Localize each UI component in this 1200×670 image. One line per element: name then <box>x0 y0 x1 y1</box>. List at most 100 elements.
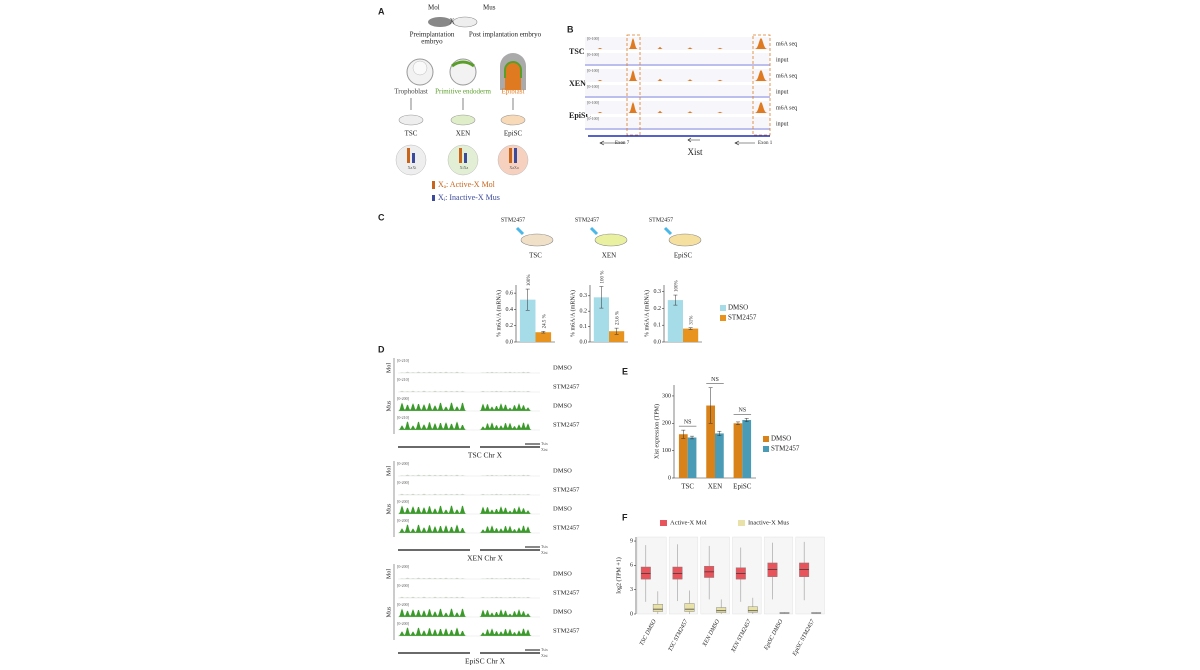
group-label: Mus <box>386 606 392 617</box>
bar <box>733 423 743 478</box>
y-tick-label: 0 <box>630 611 633 617</box>
track-label: input <box>776 57 789 63</box>
treatment-label: STM2457 <box>501 217 525 223</box>
bar-annotation: 31% <box>690 316 695 325</box>
gene-label: Tsix <box>541 544 548 549</box>
highlight <box>752 34 771 136</box>
legend-label: STM2457 <box>728 314 757 322</box>
chart-title: EpiSC <box>674 252 693 260</box>
y-axis-label: % m6A/A (mRNA) <box>569 290 576 337</box>
legend-entry: Xi: Inactive-X Mus <box>438 193 500 203</box>
y-axis-label: Xist expression (TPM) <box>653 404 660 459</box>
y-tick-label: 0.3 <box>654 289 662 295</box>
track-bg <box>585 101 770 114</box>
panel-label: D <box>378 344 385 354</box>
track-label: input <box>776 121 789 127</box>
y-tick-label: 0.6 <box>506 291 514 297</box>
track-label: DMSO <box>553 364 572 371</box>
stage-label: Preimplantation <box>410 31 455 39</box>
y-tick-label: 0.1 <box>654 323 662 329</box>
group-label: Mol <box>386 569 392 579</box>
treatment-label: STM2457 <box>575 217 599 223</box>
y-tick-label: 0 <box>668 475 671 481</box>
row-label: EpiSC <box>569 111 591 120</box>
track-label: STM2457 <box>553 421 580 428</box>
range-label: [0-200] <box>397 564 410 569</box>
error-bar <box>599 286 604 309</box>
x-tick-label: XEN <box>708 483 722 491</box>
track-label: DMSO <box>553 402 572 409</box>
track-label: STM2457 <box>553 627 580 634</box>
gene-label: Xist <box>541 447 549 452</box>
x-tick-label: EpiSC <box>733 483 752 491</box>
y-tick-label: 100 <box>662 448 671 454</box>
legend-sub: i <box>444 198 446 203</box>
track-label: m6A seq <box>776 105 797 111</box>
range-label: [0-100] <box>587 36 600 41</box>
bar-annotation: 24.5 % <box>542 314 547 328</box>
legend-text: : Inactive-X Mus <box>445 193 500 202</box>
track-bg <box>585 69 770 82</box>
annotation: NS <box>711 377 719 383</box>
range-label: [0-200] <box>397 621 410 626</box>
range-label: [0-200] <box>397 461 410 466</box>
box <box>640 566 651 580</box>
box <box>684 603 695 612</box>
legend-swatch <box>763 436 769 442</box>
range-label: [0-210] <box>397 377 410 382</box>
arrow <box>599 140 625 146</box>
row-label: XEN <box>569 79 586 88</box>
block-title: TSC Chr X <box>468 451 503 460</box>
facet-bg <box>668 536 699 615</box>
panel-c-art <box>515 226 702 247</box>
signal <box>585 70 770 81</box>
lineage-label: Epiblast <box>502 88 525 96</box>
y-tick-label: 300 <box>662 393 671 399</box>
error-bar <box>744 418 749 422</box>
error-bar <box>673 294 678 306</box>
track-bg <box>585 117 770 130</box>
range-label: [0-100] <box>587 100 600 105</box>
track-label: STM2457 <box>553 524 580 531</box>
track-label: input <box>776 89 789 95</box>
legend-swatch <box>738 520 745 526</box>
range-label: [0-200] <box>397 480 410 485</box>
track-label: STM2457 <box>553 383 580 390</box>
error-bar <box>541 331 546 334</box>
track-label: STM2457 <box>553 589 580 596</box>
cell-label: EpiSC <box>504 130 523 138</box>
bar <box>742 420 752 478</box>
panel-label: C <box>378 212 385 222</box>
range-label: [0-210] <box>397 415 410 420</box>
range-label: [0-200] <box>397 518 410 523</box>
track-bg <box>585 37 770 50</box>
y-tick-label: 0.0 <box>654 339 662 345</box>
gene-label: Tsix <box>541 647 548 652</box>
group-label: Mol <box>386 363 392 373</box>
y-tick-label: 0.3 <box>580 293 588 299</box>
signal <box>398 493 540 495</box>
arrow <box>734 140 755 146</box>
range-label: [0-100] <box>587 84 600 89</box>
signal <box>398 371 540 373</box>
track-label: DMSO <box>553 570 572 577</box>
error-bar <box>735 421 740 425</box>
bar <box>667 300 683 342</box>
gene-label: Tsix <box>541 441 548 446</box>
error-bar <box>708 387 713 424</box>
signal <box>398 608 540 617</box>
range-label: [0-210] <box>397 358 410 363</box>
error-bar <box>681 429 686 439</box>
bar <box>706 405 715 478</box>
y-tick-label: 0.0 <box>506 339 514 345</box>
gene-label: Xist <box>541 550 549 555</box>
y-axis-label: log2 (TPM +1) <box>615 557 622 593</box>
track-label: DMSO <box>553 608 572 615</box>
bar-annotation: 23.6 % <box>616 311 621 325</box>
bar <box>687 437 697 478</box>
group-label: Mus <box>386 503 392 514</box>
panel-label: B <box>567 24 574 34</box>
chart-title: TSC <box>529 252 542 260</box>
signal <box>398 577 540 579</box>
